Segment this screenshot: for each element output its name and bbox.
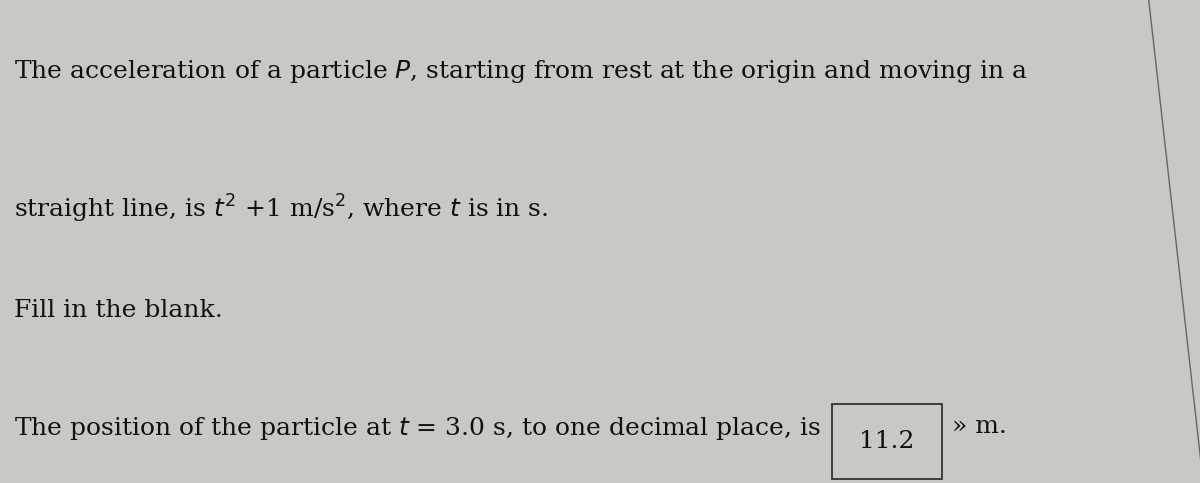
Text: 11.2: 11.2 — [859, 430, 914, 453]
Text: » m.: » m. — [952, 415, 1007, 439]
Text: The acceleration of a particle $P$, starting from rest at the origin and moving : The acceleration of a particle $P$, star… — [14, 58, 1028, 85]
Text: Fill in the blank.: Fill in the blank. — [14, 299, 223, 323]
Text: The position of the particle at $t$ = 3.0 s, to one decimal place, is: The position of the particle at $t$ = 3.… — [14, 415, 821, 442]
Text: straight line, is $t^2$ +1 m/s$^2$, where $t$ is in s.: straight line, is $t^2$ +1 m/s$^2$, wher… — [14, 193, 548, 226]
